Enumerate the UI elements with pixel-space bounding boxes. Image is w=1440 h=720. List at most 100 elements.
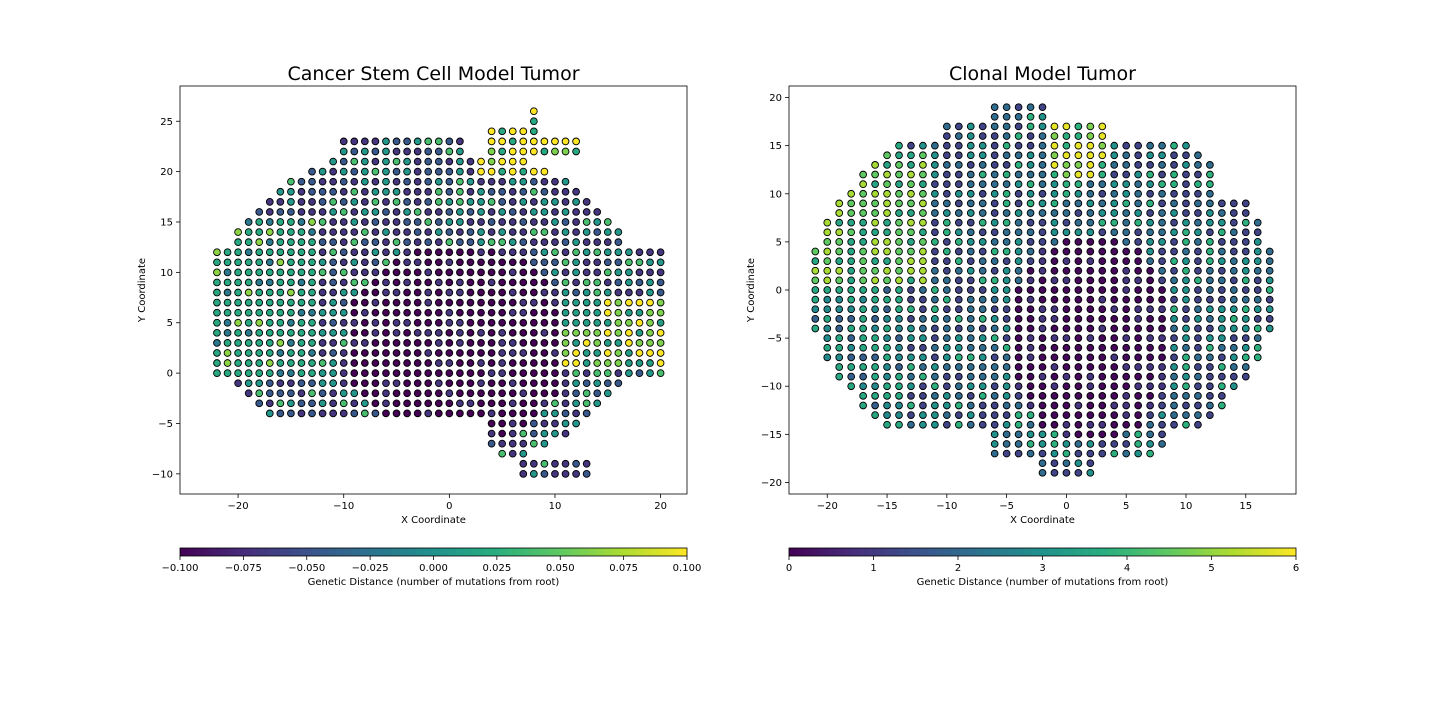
data-point: [1002, 286, 1011, 294]
data-point: [540, 389, 549, 398]
data-point: [434, 187, 443, 196]
data-point: [498, 187, 507, 196]
data-point: [287, 268, 295, 277]
data-point: [895, 315, 903, 323]
data-point: [508, 218, 517, 226]
colorbar-tick-label: 0.075: [609, 563, 638, 574]
data-point: [529, 349, 538, 357]
data-point: [297, 248, 306, 257]
data-point: [990, 103, 999, 112]
data-point: [978, 324, 987, 333]
data-point: [1050, 151, 1059, 160]
data-point: [1110, 430, 1119, 439]
data-point: [519, 127, 528, 136]
data-point: [1086, 343, 1095, 352]
data-point: [1038, 382, 1047, 391]
data-point: [487, 228, 496, 236]
data-point: [1194, 401, 1202, 410]
data-point: [403, 349, 411, 357]
data-point: [403, 157, 411, 166]
data-point: [942, 247, 951, 256]
data-point: [1062, 401, 1071, 410]
data-point: [859, 295, 867, 304]
data-point: [1002, 401, 1011, 410]
data-point: [1122, 228, 1131, 237]
data-point: [931, 218, 939, 227]
data-point: [329, 238, 338, 246]
data-point: [434, 157, 443, 166]
data-point: [1002, 257, 1011, 265]
data-point: [942, 401, 951, 410]
data-point: [1134, 372, 1143, 381]
data-point: [883, 305, 891, 314]
data-point: [318, 268, 327, 277]
data-point: [572, 288, 580, 297]
data-point: [1194, 238, 1202, 246]
data-point: [456, 318, 464, 327]
data-point: [1110, 161, 1119, 169]
data-point: [646, 278, 654, 287]
data-point: [1026, 266, 1035, 275]
data-point: [1002, 411, 1011, 419]
data-point: [339, 288, 348, 297]
data-point: [318, 208, 327, 216]
data-point: [572, 339, 580, 347]
data-point: [1074, 411, 1083, 419]
data-point: [339, 228, 348, 236]
data-point: [1002, 353, 1011, 362]
data-point: [382, 308, 390, 317]
data-point: [1086, 276, 1095, 285]
data-point: [287, 389, 295, 398]
data-point: [234, 288, 242, 297]
data-point: [456, 369, 464, 377]
data-point: [392, 167, 401, 176]
data-point: [466, 349, 475, 357]
data-point: [519, 187, 528, 196]
data-point: [540, 439, 549, 448]
data-point: [656, 258, 665, 267]
data-point: [382, 409, 390, 418]
data-point: [646, 268, 654, 277]
data-point: [424, 308, 433, 317]
data-point: [1253, 305, 1262, 314]
data-point: [811, 286, 820, 294]
data-point: [1062, 189, 1071, 198]
data-point: [508, 228, 517, 236]
data-point: [519, 419, 528, 428]
data-point: [835, 257, 844, 265]
data-point: [635, 288, 644, 297]
data-point: [1014, 382, 1023, 391]
data-point: [978, 334, 987, 342]
data-point: [1062, 353, 1071, 362]
data-point: [297, 328, 306, 337]
data-point: [350, 308, 359, 317]
data-point: [1014, 238, 1023, 246]
data-point: [1182, 238, 1190, 246]
data-point: [919, 257, 927, 265]
data-point: [1110, 315, 1119, 323]
data-point: [1122, 209, 1131, 217]
data-point: [519, 470, 528, 478]
data-point: [382, 349, 390, 357]
data-point: [276, 359, 285, 367]
data-point: [360, 268, 369, 277]
data-point: [572, 137, 580, 146]
data-point: [360, 198, 369, 206]
data-point: [329, 328, 338, 337]
data-point: [413, 137, 422, 146]
data-point: [445, 248, 454, 257]
data-point: [213, 258, 221, 267]
data-point: [966, 382, 975, 391]
data-point: [582, 208, 591, 216]
data-point: [529, 218, 538, 226]
data-point: [966, 315, 975, 323]
data-point: [942, 238, 951, 246]
data-point: [413, 409, 422, 418]
data-point: [871, 276, 879, 285]
data-point: [1206, 209, 1214, 217]
data-point: [603, 268, 612, 277]
data-point: [907, 238, 915, 246]
data-point: [1206, 199, 1214, 208]
data-point: [1098, 161, 1107, 169]
data-point: [434, 147, 443, 156]
